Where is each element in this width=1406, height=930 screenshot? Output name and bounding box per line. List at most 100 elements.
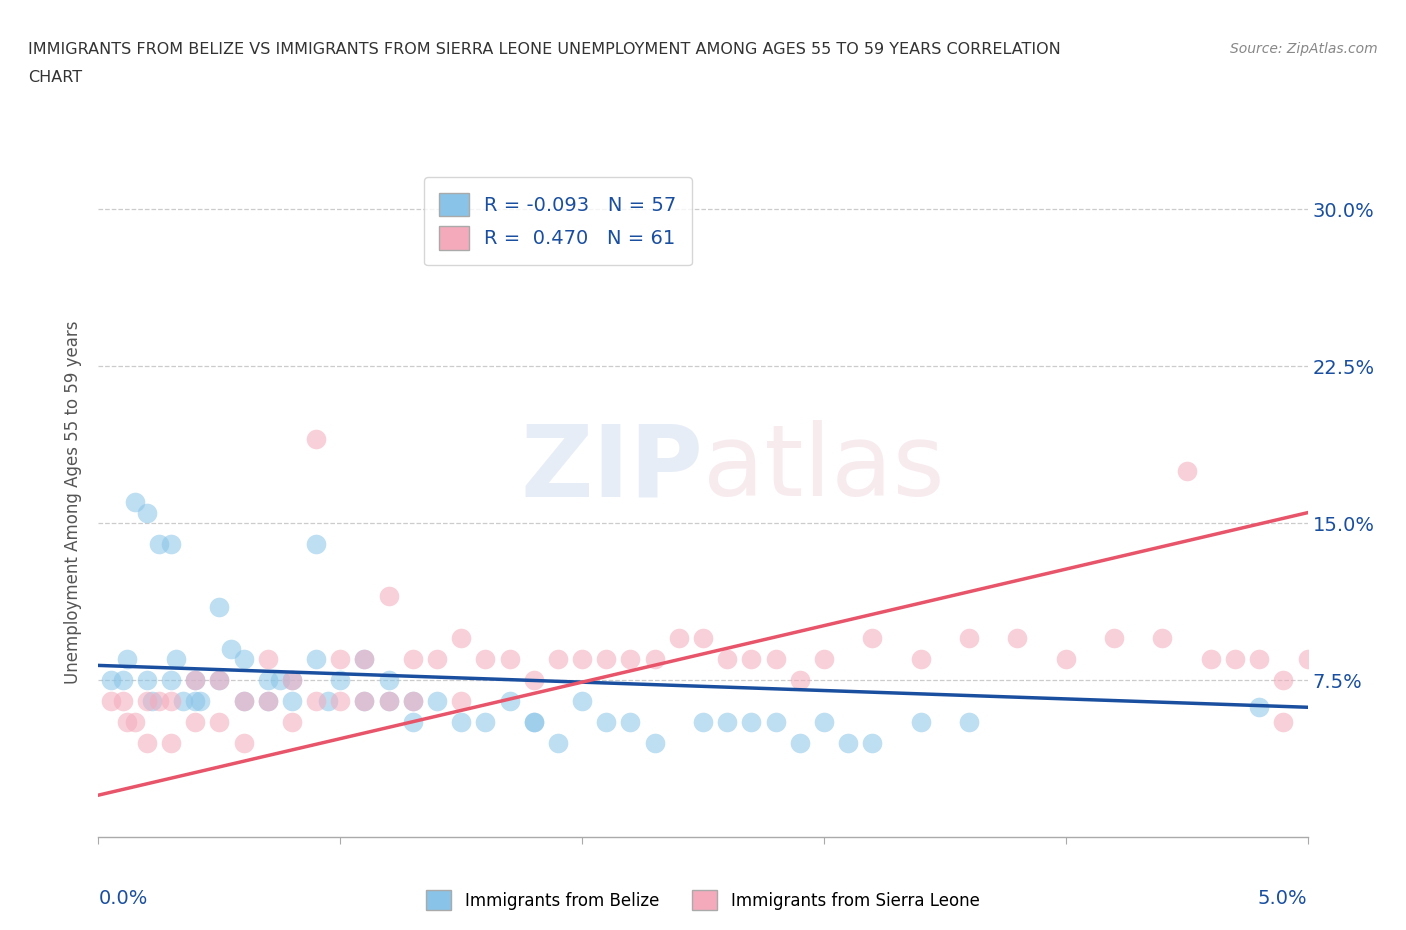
Point — [450, 714, 472, 729]
Point — [135, 672, 157, 687]
Point — [450, 694, 472, 709]
Point — [789, 736, 811, 751]
Point — [523, 714, 546, 729]
Point — [740, 714, 762, 729]
Point — [426, 652, 449, 667]
Point — [117, 714, 139, 729]
Point — [765, 714, 787, 729]
Point — [256, 694, 278, 709]
Point — [377, 672, 399, 687]
Point — [353, 694, 375, 709]
Point — [813, 652, 835, 667]
Point — [619, 652, 641, 667]
Point — [740, 652, 762, 667]
Point — [813, 714, 835, 729]
Point — [692, 631, 714, 645]
Y-axis label: Unemployment Among Ages 55 to 59 years: Unemployment Among Ages 55 to 59 years — [63, 321, 82, 684]
Point — [305, 537, 328, 551]
Point — [1272, 714, 1295, 729]
Point — [135, 736, 157, 751]
Point — [523, 714, 546, 729]
Point — [160, 694, 183, 709]
Point — [184, 694, 207, 709]
Point — [305, 694, 328, 709]
Point — [135, 694, 157, 709]
Point — [668, 631, 690, 645]
Point — [910, 714, 932, 729]
Point — [208, 714, 231, 729]
Point — [571, 694, 593, 709]
Point — [232, 736, 254, 751]
Point — [1223, 652, 1246, 667]
Point — [498, 694, 520, 709]
Point — [316, 694, 339, 709]
Point — [208, 672, 231, 687]
Point — [789, 672, 811, 687]
Point — [547, 736, 569, 751]
Point — [329, 694, 352, 709]
Point — [353, 652, 375, 667]
Point — [1249, 652, 1271, 667]
Text: atlas: atlas — [703, 420, 945, 517]
Point — [595, 652, 617, 667]
Point — [165, 652, 187, 667]
Point — [402, 714, 425, 729]
Point — [860, 631, 883, 645]
Point — [1175, 463, 1198, 478]
Point — [232, 694, 254, 709]
Point — [1102, 631, 1125, 645]
Point — [184, 672, 207, 687]
Point — [1152, 631, 1174, 645]
Point — [172, 694, 194, 709]
Point — [148, 537, 170, 551]
Point — [188, 694, 211, 709]
Point — [256, 694, 278, 709]
Point — [498, 652, 520, 667]
Point — [692, 714, 714, 729]
Text: Source: ZipAtlas.com: Source: ZipAtlas.com — [1230, 42, 1378, 56]
Point — [281, 694, 304, 709]
Point — [111, 672, 134, 687]
Point — [1249, 700, 1271, 715]
Point — [1296, 652, 1319, 667]
Point — [281, 714, 304, 729]
Point — [353, 694, 375, 709]
Point — [547, 652, 569, 667]
Point — [450, 631, 472, 645]
Point — [329, 652, 352, 667]
Point — [281, 672, 304, 687]
Point — [256, 652, 278, 667]
Point — [221, 642, 243, 657]
Point — [124, 714, 146, 729]
Point — [232, 694, 254, 709]
Point — [837, 736, 859, 751]
Point — [232, 652, 254, 667]
Point — [910, 652, 932, 667]
Point — [100, 694, 122, 709]
Point — [256, 672, 278, 687]
Legend: R = -0.093   N = 57, R =  0.470   N = 61: R = -0.093 N = 57, R = 0.470 N = 61 — [423, 177, 692, 265]
Point — [281, 672, 304, 687]
Point — [117, 652, 139, 667]
Point — [184, 714, 207, 729]
Text: IMMIGRANTS FROM BELIZE VS IMMIGRANTS FROM SIERRA LEONE UNEMPLOYMENT AMONG AGES 5: IMMIGRANTS FROM BELIZE VS IMMIGRANTS FRO… — [28, 42, 1062, 57]
Point — [135, 505, 157, 520]
Point — [571, 652, 593, 667]
Point — [305, 432, 328, 447]
Point — [148, 694, 170, 709]
Point — [474, 652, 496, 667]
Point — [402, 694, 425, 709]
Point — [860, 736, 883, 751]
Text: 0.0%: 0.0% — [98, 889, 148, 909]
Point — [595, 714, 617, 729]
Point — [426, 694, 449, 709]
Point — [377, 694, 399, 709]
Point — [160, 736, 183, 751]
Point — [402, 694, 425, 709]
Point — [765, 652, 787, 667]
Point — [111, 694, 134, 709]
Point — [377, 589, 399, 604]
Point — [644, 736, 666, 751]
Point — [100, 672, 122, 687]
Point — [269, 672, 291, 687]
